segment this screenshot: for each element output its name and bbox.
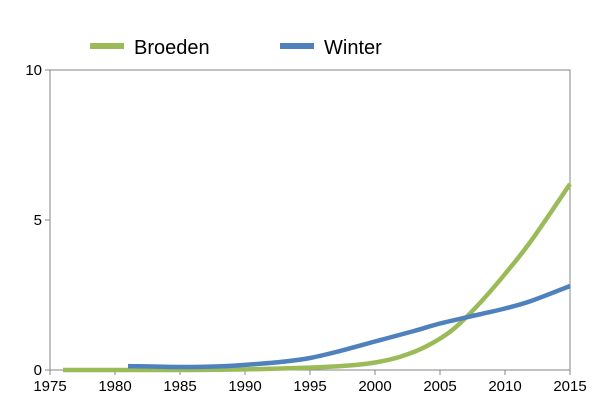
plot-area xyxy=(49,69,571,371)
series-layer xyxy=(62,182,572,373)
x-tick-label: 1975 xyxy=(33,378,66,395)
y-tick-label: 10 xyxy=(25,62,42,79)
x-tick-label: 1995 xyxy=(293,378,326,395)
y-axis: 0 5 10 xyxy=(25,62,50,379)
series-line-winter xyxy=(127,283,571,370)
x-axis: 1975 1980 1985 1990 1995 2000 2005 2010 2015 xyxy=(33,370,587,395)
y-tick-label: 0 xyxy=(34,362,42,379)
x-tick-label: 1980 xyxy=(98,378,131,395)
legend-label-broeden: Broeden xyxy=(134,37,210,59)
legend: Broeden Winter xyxy=(90,37,382,59)
x-tick-label: 2015 xyxy=(553,378,586,395)
x-tick-label: 1985 xyxy=(163,378,196,395)
y-tick-label: 5 xyxy=(34,212,42,229)
x-tick-label: 2005 xyxy=(423,378,456,395)
x-tick-label: 2010 xyxy=(488,378,521,395)
x-tick-label: 1990 xyxy=(228,378,261,395)
legend-label-winter: Winter xyxy=(324,37,382,59)
x-tick-label: 2000 xyxy=(358,378,391,395)
series-line-broeden xyxy=(62,182,572,373)
